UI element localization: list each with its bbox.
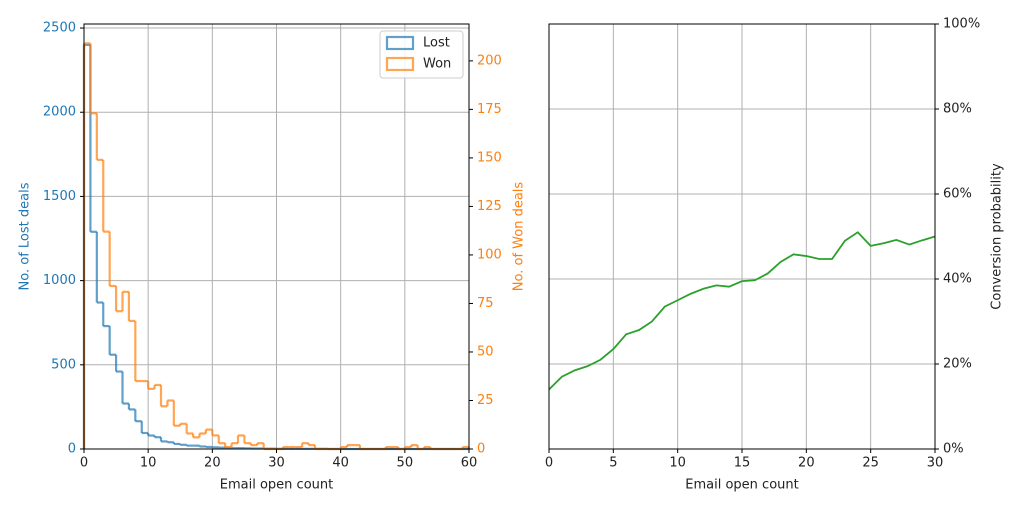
data-line (548, 231, 936, 391)
y-tick-label: 60% (943, 187, 972, 202)
x-tick-label: 20 (798, 456, 815, 471)
x-tick-label: 40 (332, 456, 349, 471)
y2-tick-label: 150 (477, 150, 502, 165)
x-tick-label: 0 (80, 456, 88, 471)
y2-axis-label: No. of Won deals (512, 182, 527, 292)
y-tick-label: 500 (51, 357, 76, 372)
y-axis-label: No. of Lost deals (18, 182, 33, 290)
x-tick-label: 30 (927, 456, 944, 471)
y2-tick-label: 200 (477, 53, 502, 68)
y2-tick-label: 175 (477, 102, 502, 117)
y2-tick-label: 0 (477, 442, 485, 457)
y2-tick-label: 25 (477, 393, 494, 408)
x-axis-label: Email open count (685, 478, 798, 493)
y-tick-label: 40% (943, 272, 972, 287)
legend-swatch (385, 56, 415, 72)
y2-tick-label: 100 (477, 247, 502, 262)
y-tick-label: 100% (943, 17, 980, 32)
x-tick-label: 10 (140, 456, 157, 471)
legend-label: Lost (423, 36, 450, 51)
x-axis-label: Email open count (220, 478, 333, 493)
y-tick-label: 0% (943, 442, 964, 457)
x-tick-label: 15 (734, 456, 751, 471)
x-tick-label: 50 (397, 456, 414, 471)
y-tick-label: 1000 (43, 273, 76, 288)
x-tick-label: 60 (461, 456, 478, 471)
legend-label: Won (423, 57, 451, 72)
x-tick-label: 0 (545, 456, 553, 471)
y-tick-label: 20% (943, 357, 972, 372)
y2-tick-label: 125 (477, 199, 502, 214)
y2-tick-label: 50 (477, 344, 494, 359)
x-tick-label: 30 (268, 456, 285, 471)
y-tick-label: 1500 (43, 189, 76, 204)
x-tick-label: 20 (204, 456, 221, 471)
y-tick-label: 2500 (43, 21, 76, 36)
x-tick-label: 10 (669, 456, 686, 471)
x-tick-label: 25 (862, 456, 879, 471)
x-tick-label: 5 (609, 456, 617, 471)
y-tick-label: 0 (68, 442, 76, 457)
legend-box (379, 30, 464, 79)
y-tick-label: 80% (943, 102, 972, 117)
y-tick-label: 2000 (43, 105, 76, 120)
legend-swatch (385, 35, 415, 51)
y2-tick-label: 75 (477, 296, 494, 311)
y-axis-label: Conversion probability (990, 163, 1005, 310)
